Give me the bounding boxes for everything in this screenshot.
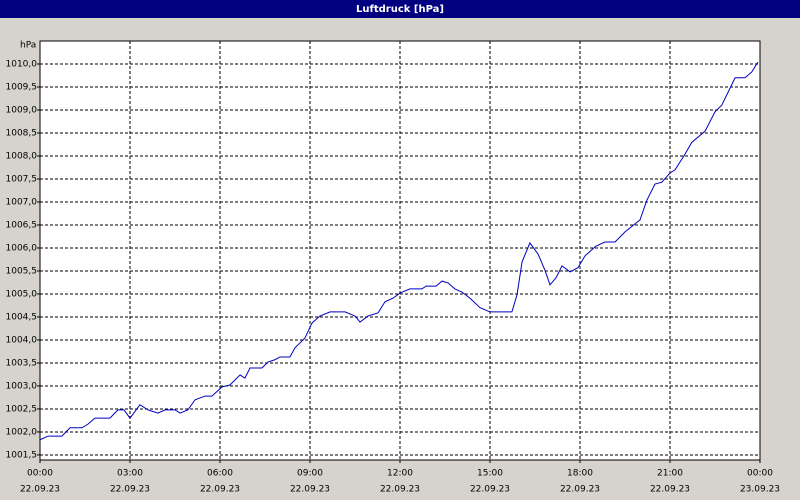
x-tick-label: 21:00 <box>657 469 683 479</box>
x-tick-sublabel: 22.09.23 <box>110 485 150 495</box>
y-tick-label: 1002,0 <box>6 427 38 437</box>
y-tick-label: 1006,5 <box>6 220 38 230</box>
plot-border <box>39 40 761 461</box>
y-tick-label: 1003,0 <box>6 381 38 391</box>
x-tick-sublabel: 22.09.23 <box>380 485 420 495</box>
y-tick-label: 1009,5 <box>6 82 38 92</box>
x-tick-label: 00:00 <box>27 469 53 479</box>
chart-title: Luftdruck [hPa] <box>356 4 444 15</box>
plot-area <box>39 40 761 461</box>
title-bar <box>0 0 800 18</box>
y-axis-label: hPa <box>20 41 36 51</box>
x-tick-sublabel: 23.09.23 <box>740 485 780 495</box>
x-tick-sublabel: 22.09.23 <box>470 485 510 495</box>
y-tick-label: 1004,5 <box>6 312 38 322</box>
y-tick-label: 1007,0 <box>6 197 38 207</box>
x-tick-sublabel: 22.09.23 <box>200 485 240 495</box>
x-tick-label: 18:00 <box>567 469 593 479</box>
y-tick-label: 1010,0 <box>6 59 38 69</box>
x-tick-label: 00:00 <box>747 469 773 479</box>
x-tick-sublabel: 22.09.23 <box>560 485 600 495</box>
y-tick-label: 1001,5 <box>6 450 38 460</box>
y-tick-label: 1002,5 <box>6 404 38 414</box>
y-tick-label: 1005,5 <box>6 266 38 276</box>
y-tick-label: 1003,5 <box>6 358 38 368</box>
x-tick-label: 15:00 <box>477 469 503 479</box>
x-tick-label: 03:00 <box>117 469 143 479</box>
y-tick-label: 1006,0 <box>6 243 38 253</box>
x-tick-label: 09:00 <box>297 469 323 479</box>
y-tick-label: 1008,5 <box>6 128 38 138</box>
x-tick-sublabel: 22.09.23 <box>20 485 60 495</box>
x-tick-label: 06:00 <box>207 469 233 479</box>
x-tick-sublabel: 22.09.23 <box>650 485 690 495</box>
x-tick-label: 12:00 <box>387 469 413 479</box>
data-line <box>39 61 759 441</box>
y-tick-label: 1005,0 <box>6 289 38 299</box>
y-tick-label: 1008,0 <box>6 151 38 161</box>
y-tick-label: 1009,0 <box>6 105 38 115</box>
x-tick-sublabel: 22.09.23 <box>290 485 330 495</box>
y-tick-label: 1004,0 <box>6 335 38 345</box>
y-tick-label: 1007,5 <box>6 174 38 184</box>
